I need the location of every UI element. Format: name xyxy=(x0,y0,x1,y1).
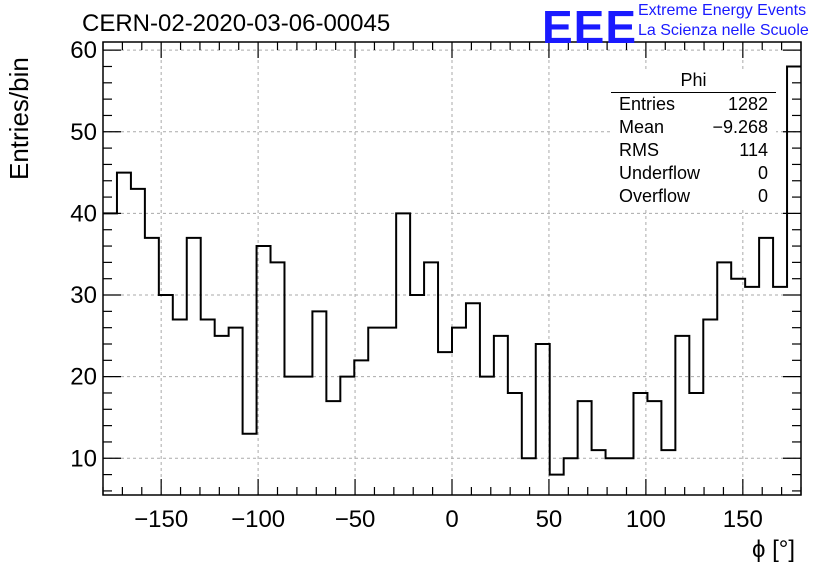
stats-value: 114 xyxy=(739,140,768,160)
logo-line-2: La Scienza nelle Scuole xyxy=(638,22,809,39)
x-tick-label: 100 xyxy=(626,506,666,533)
tick-labels: −150 −100 −50 0 50 100 150 10 20 30 40 50 60 xyxy=(70,37,763,533)
eee-logo: EEE xyxy=(542,1,638,53)
stats-row: Entries 1282 xyxy=(611,93,776,116)
x-tick-label: −100 xyxy=(231,506,285,533)
y-tick-label: 40 xyxy=(70,200,97,227)
y-tick-label: 30 xyxy=(70,282,97,309)
x-tick-label: −50 xyxy=(335,506,376,533)
y-axis-label: Entries/bin xyxy=(4,57,34,180)
y-tick-label: 50 xyxy=(70,119,97,146)
stats-label: Mean xyxy=(619,117,665,137)
stats-label: Overflow xyxy=(619,186,691,206)
y-tick-label: 20 xyxy=(70,364,97,391)
stats-row: Mean −9.268 xyxy=(611,116,776,139)
stats-label: Underflow xyxy=(619,163,701,183)
chart-title: CERN-02-2020-03-06-00045 xyxy=(82,10,391,37)
stats-box: Phi Entries 1282 Mean −9.268 RMS 114 Underf… xyxy=(611,70,776,208)
x-axis-label: ϕ [°] xyxy=(752,536,796,563)
stats-value: 0 xyxy=(757,186,768,206)
stats-title: Phi xyxy=(611,70,776,93)
x-tick-label: 0 xyxy=(445,506,458,533)
stats-row: Overflow 0 xyxy=(611,185,776,208)
stats-value: −9.268 xyxy=(712,117,768,137)
axis-ticks xyxy=(102,42,802,495)
stats-row: RMS 114 xyxy=(611,139,776,162)
x-tick-label: 50 xyxy=(536,506,563,533)
y-tick-label: 60 xyxy=(70,37,97,64)
stats-value: 0 xyxy=(757,163,768,183)
stats-row: Underflow 0 xyxy=(611,162,776,185)
histogram-line xyxy=(103,65,801,476)
x-tick-label: −150 xyxy=(134,506,188,533)
stats-label: Entries xyxy=(619,94,676,114)
stats-value: 1282 xyxy=(727,94,768,114)
x-tick-label: 150 xyxy=(723,506,763,533)
y-tick-label: 10 xyxy=(70,445,97,472)
stats-label: RMS xyxy=(619,140,659,160)
logo-line-1: Extreme Energy Events xyxy=(638,2,807,19)
